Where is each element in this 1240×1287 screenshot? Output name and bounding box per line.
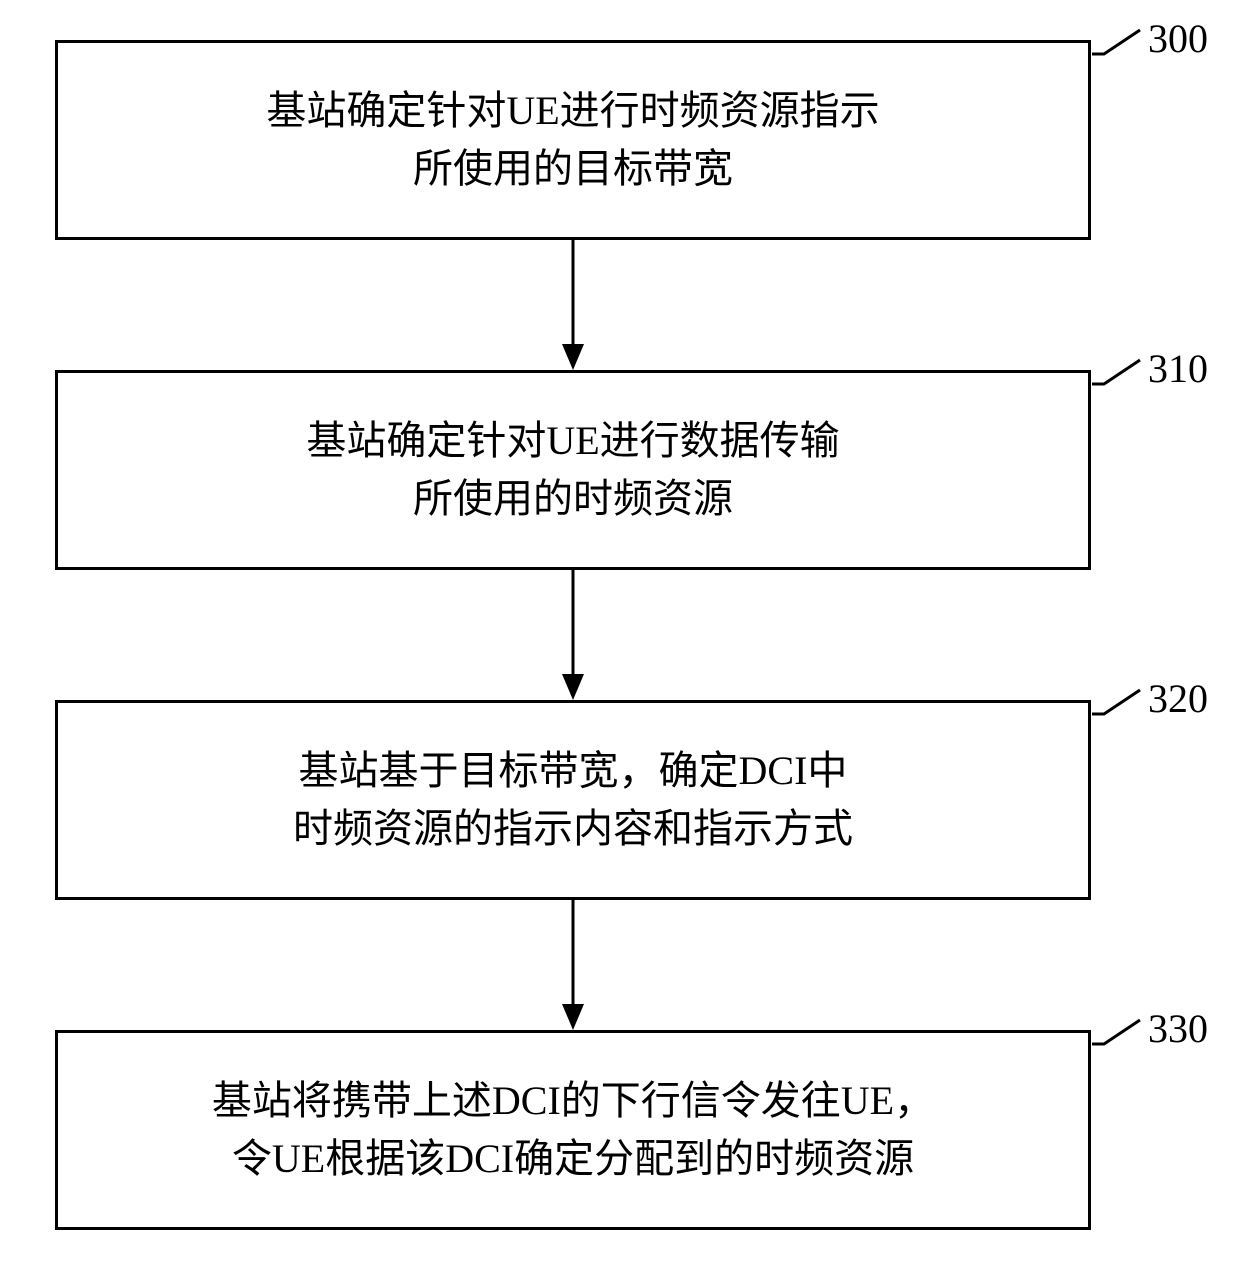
flow-arrow-2: [0, 0, 1240, 1287]
flowchart-canvas: 基站确定针对UE进行时频资源指示 所使用的目标带宽 300 基站确定针对UE进行…: [0, 0, 1240, 1287]
flow-arrow-2-head: [562, 1004, 584, 1030]
